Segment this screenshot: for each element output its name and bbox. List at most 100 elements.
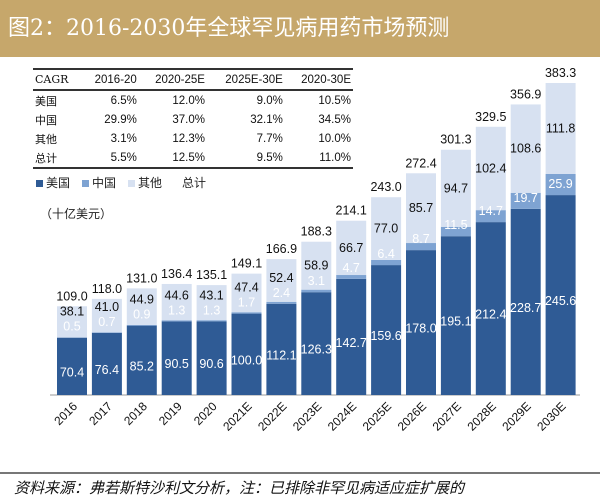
- bar-other: [196, 285, 227, 321]
- bar-us: [266, 303, 297, 395]
- bar-other: [91, 298, 122, 333]
- total-label: 301.3: [440, 133, 471, 147]
- table-cell: 3.1%: [110, 132, 137, 145]
- data-label-us: 195.1: [440, 315, 471, 329]
- table-cell: 美国: [35, 94, 57, 108]
- figure-title: 图2：2016-2030年全球罕见病用药市场预测: [0, 0, 600, 57]
- bar-other: [161, 283, 192, 321]
- table-cell: 29.9%: [104, 113, 137, 126]
- table-cell: 中国: [35, 113, 57, 127]
- x-tick-label: 2027E: [430, 399, 464, 433]
- x-tick-label: 2017: [86, 399, 115, 428]
- data-label-other: 43.1: [199, 288, 223, 302]
- bar-us: [510, 208, 541, 395]
- data-label-other: 102.4: [475, 161, 506, 175]
- x-tick-label: 2016: [51, 399, 80, 428]
- data-label-other: 44.9: [130, 293, 154, 307]
- bar-other: [336, 220, 367, 276]
- data-label-other: 52.4: [269, 271, 293, 285]
- data-label-other: 66.7: [339, 241, 363, 255]
- data-label-other: 85.7: [409, 201, 433, 215]
- data-label-us: 212.4: [475, 308, 506, 322]
- x-tick-label: 2021E: [220, 399, 254, 433]
- bar-us: [336, 278, 367, 395]
- bar-us: [196, 321, 227, 395]
- x-tick-label: 2020: [191, 399, 220, 428]
- data-label-us: 159.6: [370, 329, 401, 343]
- bar-us: [231, 313, 262, 395]
- cagr-table: CAGR 2016-20 2020-25E 2025E-30E 2020-30E…: [33, 68, 353, 169]
- bar-other: [231, 273, 262, 313]
- bar-china: [91, 332, 122, 333]
- data-label-china: 6.4: [377, 247, 394, 261]
- total-label: 243.0: [370, 180, 401, 194]
- bar-us: [91, 332, 122, 395]
- table-header-row: CAGR 2016-20 2020-25E 2025E-30E 2020-30E: [33, 69, 353, 90]
- table-cell: 5.5%: [110, 151, 137, 164]
- data-label-us: 85.2: [130, 359, 154, 373]
- unit-label: （十亿美元）: [40, 207, 113, 221]
- data-label-us: 228.7: [510, 301, 541, 315]
- data-label-us: 100.0: [231, 353, 262, 367]
- bar-other: [57, 306, 87, 338]
- x-tick-label: 2018: [121, 399, 150, 428]
- legend-item-other: 其他: [128, 174, 162, 191]
- table-cell: 10.5%: [318, 94, 351, 107]
- table-cell: 11.0%: [319, 151, 351, 164]
- data-label-china: 1.7: [238, 296, 255, 310]
- table-cell: 34.5%: [318, 113, 351, 126]
- data-label-us: 245.6: [545, 294, 576, 308]
- table-cell: 12.3%: [172, 132, 205, 145]
- bar-other: [371, 197, 402, 260]
- legend-item-total: 总计: [182, 176, 207, 190]
- bar-china: [475, 210, 506, 223]
- bar-china: [440, 226, 471, 237]
- bar-other: [301, 241, 332, 290]
- data-label-china: 0.5: [63, 320, 80, 334]
- table-cell: 7.7%: [256, 132, 283, 145]
- table-cell: 6.5%: [110, 94, 137, 107]
- bar-china: [545, 174, 576, 196]
- bar-us: [126, 325, 157, 395]
- total-label: 166.9: [266, 242, 297, 256]
- data-label-other: 47.4: [234, 281, 258, 295]
- total-label: 131.0: [126, 271, 157, 285]
- table-cell: 其他: [35, 132, 57, 146]
- table-cell: 12.5%: [172, 151, 205, 164]
- data-label-other: 58.9: [304, 259, 328, 273]
- data-label-china: 4.7: [343, 261, 360, 275]
- bar-other: [510, 104, 541, 193]
- data-label-china: 25.9: [548, 177, 572, 191]
- legend-item-china: 中国: [82, 174, 116, 191]
- bar-us: [545, 195, 576, 395]
- x-tick-label: 2023E: [290, 399, 324, 433]
- table-cell: 10.0%: [318, 132, 351, 145]
- table-cell: 9.0%: [256, 94, 283, 107]
- total-label: 136.4: [161, 267, 192, 281]
- data-label-china: 8.7: [412, 232, 429, 246]
- data-label-china: 1.3: [168, 303, 185, 317]
- x-tick-label: 2019: [156, 399, 185, 428]
- table-cell: 37.0%: [172, 113, 205, 126]
- table-row: 美国 6.5% 12.0% 9.0% 10.5%: [33, 90, 353, 110]
- data-label-other: 41.0: [95, 300, 119, 314]
- total-label: 329.5: [475, 110, 506, 124]
- bar-other: [266, 259, 297, 302]
- bar-china: [510, 192, 541, 209]
- data-label-other: 77.0: [374, 222, 398, 236]
- total-label: 109.0: [56, 289, 87, 303]
- total-label: 118.0: [92, 282, 122, 296]
- table-row: 中国 29.9% 37.0% 32.1% 34.5%: [33, 110, 353, 129]
- legend: 美国 中国 其他 总计: [36, 174, 206, 191]
- x-tick-label: 2024E: [325, 399, 359, 433]
- data-label-china: 11.5: [444, 218, 467, 232]
- x-tick-label: 2025E: [360, 399, 394, 433]
- data-label-other: 111.8: [546, 122, 575, 136]
- data-label-us: 76.4: [95, 363, 119, 377]
- data-label-other: 38.1: [60, 305, 84, 319]
- x-tick-label: 2022E: [255, 399, 289, 433]
- legend-item-us: 美国: [36, 174, 70, 191]
- source-note: 资料来源：弗若斯特沙利文分析，注：已排除非罕见病适应症扩展的: [0, 472, 600, 498]
- data-label-china: 14.7: [479, 204, 503, 218]
- data-label-other: 44.6: [165, 288, 189, 302]
